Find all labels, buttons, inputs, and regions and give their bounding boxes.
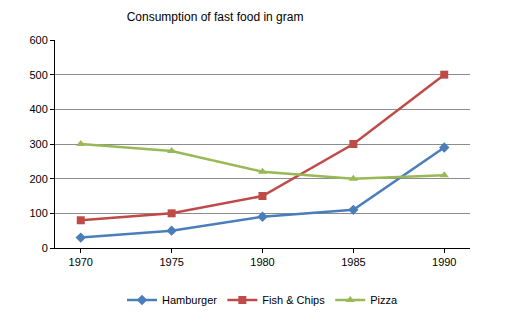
svg-text:1990: 1990 — [432, 256, 456, 268]
svg-text:400: 400 — [29, 103, 47, 115]
svg-text:1975: 1975 — [159, 256, 183, 268]
svg-text:1985: 1985 — [341, 256, 365, 268]
svg-text:200: 200 — [29, 173, 47, 185]
svg-text:0: 0 — [42, 242, 48, 254]
svg-text:Consumption of fast food in gr: Consumption of fast food in gram — [127, 10, 304, 24]
svg-text:300: 300 — [29, 138, 47, 150]
svg-text:100: 100 — [29, 207, 47, 219]
svg-text:1970: 1970 — [69, 256, 93, 268]
svg-text:Hamburger: Hamburger — [162, 294, 217, 306]
svg-text:1980: 1980 — [250, 256, 274, 268]
svg-text:Fish & Chips: Fish & Chips — [262, 294, 325, 306]
svg-text:500: 500 — [29, 69, 47, 81]
svg-text:Pizza: Pizza — [370, 294, 398, 306]
svg-text:600: 600 — [29, 34, 47, 46]
